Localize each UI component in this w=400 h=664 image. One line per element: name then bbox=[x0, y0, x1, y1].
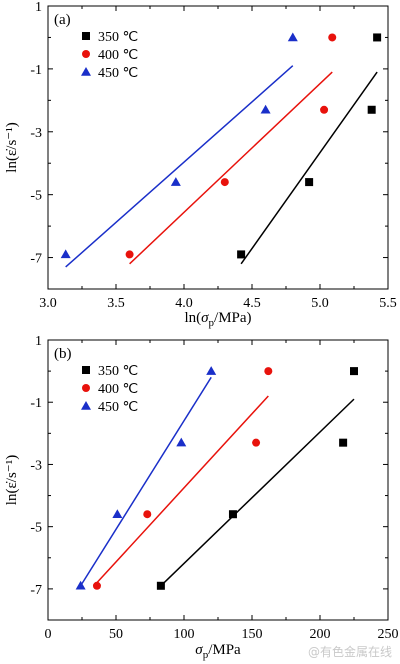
x-tick-label: 100 bbox=[174, 627, 195, 642]
data-point-series-1 bbox=[264, 367, 273, 376]
x-label-symbol: σ bbox=[195, 642, 203, 658]
legend-label: 350 ℃ bbox=[98, 364, 138, 379]
data-point-series-0 bbox=[339, 438, 348, 447]
data-point-series-1 bbox=[92, 581, 101, 590]
data-point-series-2 bbox=[75, 580, 86, 590]
y-tick-label: 1 bbox=[35, 334, 42, 349]
data-point-series-0 bbox=[305, 178, 314, 187]
legend-label: 450 ℃ bbox=[98, 400, 138, 415]
legend-marker-series-0 bbox=[82, 32, 90, 40]
panel-label: (b) bbox=[54, 346, 72, 362]
y-tick-label: -1 bbox=[30, 63, 42, 78]
legend-marker-series-2 bbox=[81, 401, 91, 410]
data-point-series-2 bbox=[287, 32, 298, 42]
x-tick-label: 3.0 bbox=[39, 296, 57, 311]
data-point-series-2 bbox=[112, 509, 123, 518]
data-point-series-0 bbox=[350, 367, 358, 376]
x-tick-label: 4.0 bbox=[175, 296, 193, 311]
legend-marker-series-1 bbox=[82, 50, 90, 58]
x-tick-label: 5.0 bbox=[311, 296, 329, 311]
x-label-prefix: ln( bbox=[184, 310, 201, 326]
data-point-series-2 bbox=[260, 104, 271, 114]
legend-label: 350 ℃ bbox=[98, 30, 138, 45]
x-tick-label: 4.5 bbox=[243, 296, 261, 311]
data-point-series-1 bbox=[125, 250, 134, 259]
x-axis-label: ln(σp/MPa) bbox=[184, 310, 251, 329]
legend-label: 400 ℃ bbox=[98, 382, 138, 397]
data-point-series-0 bbox=[237, 250, 246, 259]
x-tick-label: 250 bbox=[378, 627, 399, 642]
data-point-series-2 bbox=[206, 366, 217, 375]
legend-label: 400 ℃ bbox=[98, 48, 138, 63]
legend-label: 450 ℃ bbox=[98, 66, 138, 81]
data-point-series-0 bbox=[373, 33, 382, 42]
chart-panel-a: 3.0 3.5 4.0 4.5 5.0 5.51-1-3-5-7ln(σp/MPa)ln(… bbox=[4, 0, 397, 329]
panel-label: (a) bbox=[54, 12, 71, 28]
y-axis-label: ln(ε̇/s⁻¹) bbox=[4, 122, 20, 172]
data-point-series-2 bbox=[60, 249, 71, 259]
x-axis-label: σp/MPa bbox=[195, 642, 241, 661]
legend-marker-series-2 bbox=[81, 67, 91, 76]
y-tick-label: -1 bbox=[30, 396, 42, 411]
x-tick-label: 0 bbox=[45, 627, 52, 642]
fit-line-series-0 bbox=[160, 398, 355, 587]
x-label-suffix: /MPa) bbox=[214, 310, 252, 326]
watermark: @有色金属在线 bbox=[307, 645, 392, 659]
legend-marker-series-1 bbox=[82, 384, 90, 392]
y-axis-label: ln(ε̇/s⁻¹) bbox=[4, 455, 20, 505]
fit-line-series-2 bbox=[65, 65, 294, 268]
y-tick-label: -3 bbox=[30, 126, 42, 141]
y-tick-label: -7 bbox=[30, 252, 42, 267]
x-tick-label: 200 bbox=[310, 627, 331, 642]
data-point-series-1 bbox=[143, 510, 152, 519]
data-point-series-0 bbox=[156, 581, 165, 590]
chart-panel-b: 0 50 100 150 200 250 1 -1 -3 -5 -7 σp/MPa ln(ε̇/s⁻¹)… bbox=[4, 334, 399, 661]
x-label-suffix: /MPa bbox=[208, 642, 241, 658]
data-point-series-2 bbox=[170, 177, 181, 186]
legend-marker-series-0 bbox=[82, 366, 90, 374]
y-tick-label: -7 bbox=[30, 583, 42, 598]
x-label-symbol: σ bbox=[201, 310, 209, 326]
data-point-series-1 bbox=[328, 33, 337, 42]
data-point-series-1 bbox=[252, 438, 261, 447]
x-label-subscript: p bbox=[203, 649, 209, 661]
x-tick-label: 5.5 bbox=[379, 296, 397, 311]
x-tick-label: 50 bbox=[109, 627, 123, 642]
data-point-series-1 bbox=[320, 105, 329, 114]
fit-line-series-0 bbox=[240, 71, 378, 265]
fit-line-series-2 bbox=[80, 376, 212, 587]
x-label-subscript: p bbox=[209, 317, 215, 329]
data-point-series-0 bbox=[228, 510, 237, 519]
fit-line-series-1 bbox=[96, 395, 269, 584]
y-tick-label: -3 bbox=[30, 458, 42, 473]
x-tick-label: 150 bbox=[242, 627, 263, 642]
x-tick-label: 3.5 bbox=[107, 296, 125, 311]
y-tick-label: -5 bbox=[30, 189, 42, 204]
fit-line-series-1 bbox=[129, 71, 333, 265]
data-point-series-2 bbox=[176, 437, 187, 447]
data-point-series-1 bbox=[220, 178, 229, 187]
y-tick-label: 1 bbox=[35, 0, 42, 15]
data-point-series-0 bbox=[367, 105, 376, 114]
y-tick-label: -5 bbox=[30, 521, 42, 536]
